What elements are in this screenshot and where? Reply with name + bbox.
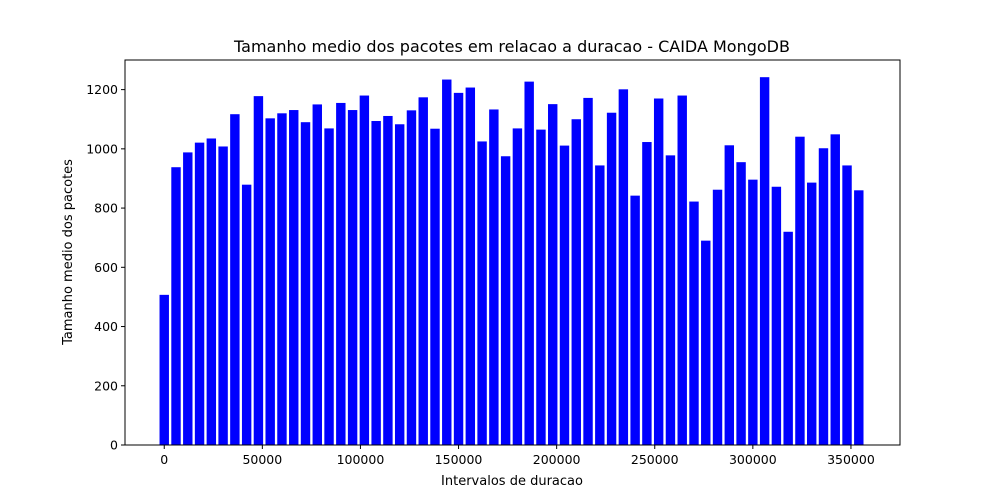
bar <box>524 81 534 446</box>
bar <box>830 134 840 445</box>
bar <box>712 189 723 445</box>
bar <box>206 138 217 446</box>
bar <box>312 104 322 446</box>
bar <box>453 92 464 446</box>
bar <box>241 184 252 445</box>
bar <box>759 77 770 446</box>
bar <box>642 142 652 445</box>
bar <box>807 182 817 446</box>
y-tick-label: 800 <box>94 201 118 216</box>
bar <box>701 240 711 445</box>
bar <box>500 156 511 445</box>
bar <box>842 165 852 445</box>
bar <box>383 115 393 445</box>
y-tick-label: 200 <box>94 378 118 393</box>
bar <box>430 128 440 445</box>
bar <box>183 152 193 445</box>
bar <box>489 109 499 446</box>
bar <box>512 128 523 445</box>
bar <box>230 114 240 445</box>
bar <box>418 97 428 445</box>
bar <box>465 87 476 445</box>
x-tick-label: 350000 <box>827 452 875 467</box>
bar <box>477 141 487 445</box>
bar <box>618 89 629 445</box>
bar <box>677 95 687 445</box>
bar <box>218 146 228 446</box>
bar <box>194 142 205 445</box>
bar <box>653 98 664 445</box>
y-axis: 0 200 400 600 800 1000 1200 <box>86 82 125 453</box>
bar <box>854 190 864 445</box>
bar <box>771 186 782 445</box>
bar <box>159 294 169 445</box>
bar <box>548 104 558 445</box>
x-tick-label: 100000 <box>337 452 385 467</box>
bar <box>783 231 793 445</box>
bar <box>606 112 617 445</box>
bar <box>336 102 346 445</box>
bar <box>300 122 311 445</box>
bar <box>795 136 805 445</box>
bar <box>277 113 287 445</box>
bar <box>324 128 334 445</box>
bar <box>253 96 264 445</box>
bar <box>359 95 370 445</box>
bar <box>171 167 181 445</box>
y-tick-label: 600 <box>94 260 118 275</box>
y-tick-label: 1200 <box>86 82 118 97</box>
bar <box>442 79 452 446</box>
bar <box>630 195 640 445</box>
bar <box>583 97 593 445</box>
bar <box>595 165 605 445</box>
bar <box>289 110 299 446</box>
chart-title: Tamanho medio dos pacotes em relacao a d… <box>233 37 790 56</box>
bar <box>536 129 546 445</box>
x-axis-label: Intervalos de duracao <box>441 474 583 489</box>
bars-group <box>159 77 864 446</box>
bar <box>724 145 735 446</box>
y-tick-label: 1000 <box>86 141 118 156</box>
x-tick-label: 200000 <box>533 452 581 467</box>
x-tick-label: 0 <box>160 452 168 467</box>
plot-frame <box>124 59 901 446</box>
bar <box>371 121 381 445</box>
x-tick-label: 250000 <box>631 452 679 467</box>
bar <box>689 201 699 445</box>
y-tick-label: 0 <box>110 438 118 453</box>
y-tick-label: 400 <box>94 319 118 334</box>
bar <box>736 162 746 446</box>
y-axis-label: Tamanho medio dos pacotes <box>61 159 76 346</box>
bar <box>265 118 275 445</box>
x-tick-label: 50000 <box>242 452 282 467</box>
bar <box>347 110 358 446</box>
x-tick-label: 150000 <box>435 452 483 467</box>
bar <box>394 124 405 446</box>
x-tick-label: 300000 <box>729 452 777 467</box>
bar <box>818 148 829 445</box>
bar <box>571 119 581 445</box>
bar <box>559 145 570 445</box>
bar <box>406 110 417 445</box>
x-axis: 0 50000 100000 150000 200000 250000 300000 3500… <box>160 445 875 467</box>
bar <box>748 179 758 445</box>
bar <box>665 155 676 446</box>
